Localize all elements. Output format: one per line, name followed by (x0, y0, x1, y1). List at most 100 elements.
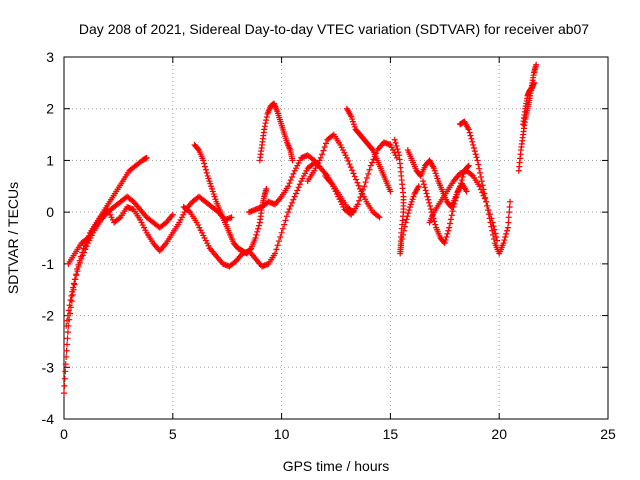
data-point (228, 214, 235, 221)
data-point (427, 206, 434, 213)
data-point (400, 227, 407, 234)
data-point (61, 382, 68, 389)
data-point (504, 224, 511, 231)
data-point (479, 189, 486, 196)
x-tick-label: 15 (383, 426, 399, 442)
data-point (254, 228, 261, 235)
data-point (67, 297, 74, 304)
data-point (263, 113, 270, 120)
data-point (369, 146, 376, 153)
data-point (202, 166, 209, 173)
data-point (317, 154, 324, 161)
data-point (477, 169, 484, 176)
data-point (116, 215, 123, 222)
data-point (263, 117, 270, 124)
data-point (400, 231, 407, 238)
data-point (420, 178, 427, 185)
data-point (448, 212, 455, 219)
data-point (329, 132, 336, 139)
data-point (403, 216, 410, 223)
data-point (453, 194, 460, 201)
data-point (71, 280, 78, 287)
data-point (64, 317, 71, 324)
data-point (278, 229, 285, 236)
data-point (487, 211, 494, 218)
y-tick-label: -4 (42, 411, 55, 427)
data-point (62, 361, 69, 368)
data-point (203, 169, 210, 176)
y-tick-label: -1 (42, 256, 55, 272)
data-point (472, 151, 479, 158)
data-points (61, 61, 540, 397)
x-tick-label: 5 (169, 426, 177, 442)
data-point (469, 138, 476, 145)
data-point (357, 194, 364, 201)
data-point (420, 181, 427, 188)
data-point (468, 171, 475, 178)
data-point (481, 195, 488, 202)
data-point (347, 164, 354, 171)
data-point (201, 160, 208, 167)
data-point (442, 237, 449, 244)
series-track-9 (322, 139, 400, 218)
y-axis-label: SDTVAR / TECUs (5, 182, 21, 294)
data-point (470, 141, 477, 148)
data-point (289, 199, 296, 206)
data-point (295, 184, 302, 191)
data-point (63, 347, 70, 354)
data-point (451, 200, 458, 207)
data-point (507, 198, 514, 205)
data-point (346, 210, 353, 217)
data-point (287, 177, 294, 184)
data-point (65, 307, 72, 314)
data-point (362, 179, 369, 186)
data-point (296, 181, 303, 188)
x-tick-label: 20 (491, 426, 507, 442)
data-point (375, 213, 382, 220)
data-point (62, 368, 69, 375)
data-point (423, 190, 430, 197)
data-point (354, 201, 361, 208)
data-point (292, 190, 299, 197)
data-point (61, 390, 67, 397)
data-point (494, 237, 501, 244)
data-point (290, 196, 297, 203)
axis-ticks: 0 5 10 15 20 25 -4 -3 -2 -1 0 1 2 3 (42, 49, 616, 442)
data-point (320, 147, 327, 154)
data-point (476, 183, 483, 190)
data-point (202, 163, 209, 170)
data-point (450, 203, 457, 210)
y-tick-label: -2 (42, 308, 55, 324)
data-point (447, 220, 454, 227)
data-point (533, 61, 540, 68)
series-track-16 (515, 61, 540, 174)
data-point (195, 146, 202, 153)
x-tick-label: 10 (274, 426, 290, 442)
data-point (283, 213, 290, 220)
data-point (200, 157, 207, 164)
data-point (504, 227, 511, 234)
data-point (441, 240, 448, 247)
data-point (64, 329, 71, 336)
data-point (488, 215, 495, 222)
data-point (169, 211, 176, 218)
data-point (255, 225, 262, 232)
data-point (81, 249, 88, 256)
data-point (355, 182, 362, 189)
data-point (286, 206, 293, 213)
data-point (505, 214, 512, 221)
data-point (394, 146, 401, 153)
data-point (432, 221, 439, 228)
data-point (285, 183, 292, 190)
data-point (475, 161, 482, 168)
data-point (282, 217, 289, 224)
data-point (275, 238, 282, 245)
data-point (63, 322, 70, 329)
data-point (473, 154, 480, 161)
data-point (69, 288, 76, 295)
data-point (506, 209, 513, 216)
data-point (291, 193, 298, 200)
data-point (376, 214, 383, 221)
data-point (272, 250, 279, 257)
data-point (74, 268, 81, 275)
